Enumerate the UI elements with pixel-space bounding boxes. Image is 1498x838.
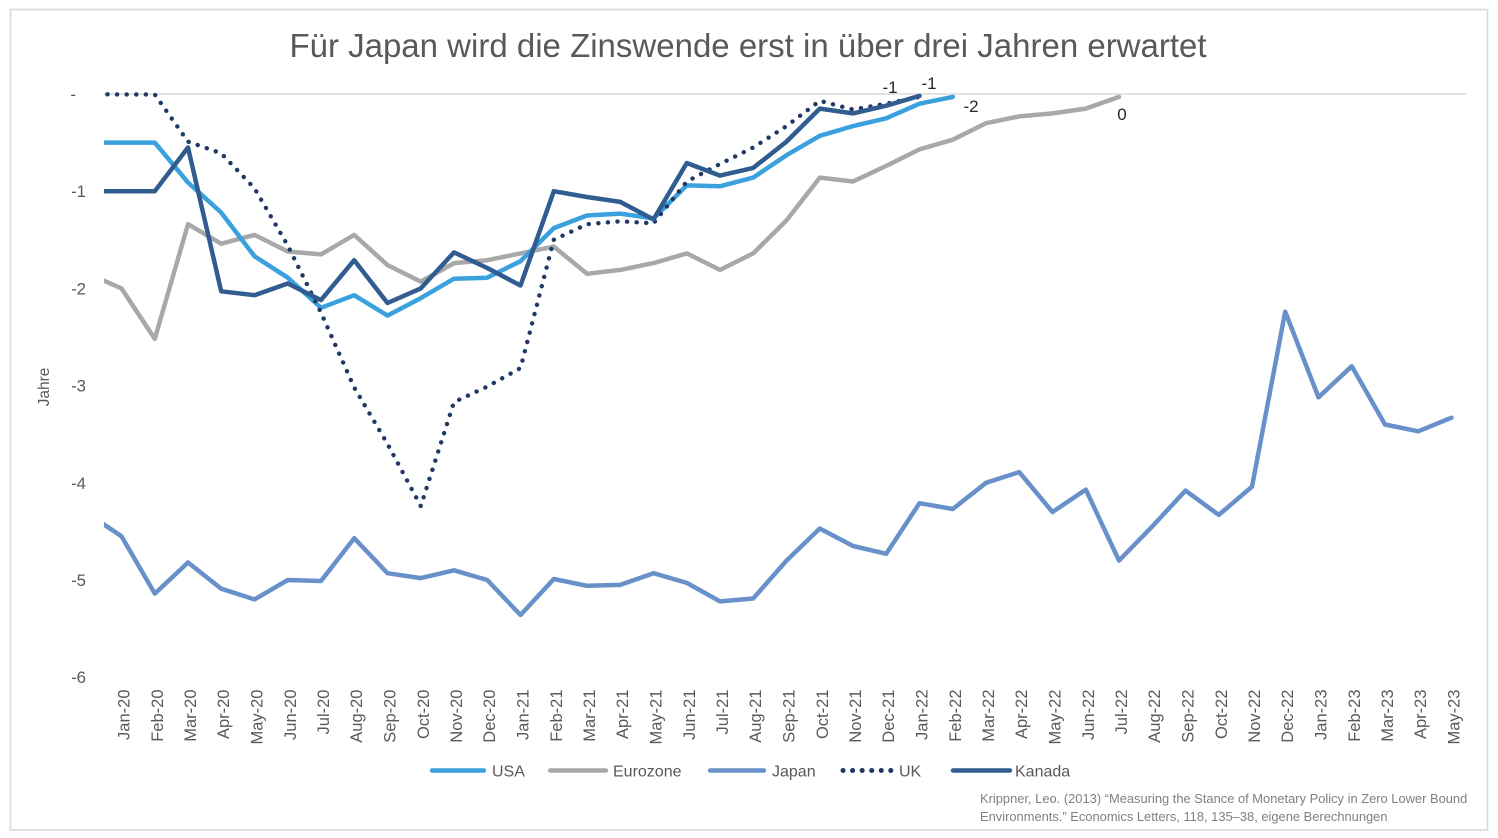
svg-text:Jahre: Jahre [36,368,53,407]
svg-text:Dec-22: Dec-22 [1279,690,1297,743]
svg-text:Apr-21: Apr-21 [614,690,632,740]
svg-text:Nov-20: Nov-20 [448,690,466,743]
svg-text:Oct-21: Oct-21 [814,690,832,740]
svg-text:Feb-21: Feb-21 [548,690,566,742]
svg-text:-3: -3 [71,377,86,396]
svg-text:Jan-21: Jan-21 [515,690,533,740]
svg-text:Feb-22: Feb-22 [947,690,965,742]
svg-text:Jun-22: Jun-22 [1080,690,1098,740]
svg-text:Aug-22: Aug-22 [1146,690,1164,743]
svg-text:-4: -4 [71,474,86,493]
svg-text:Nov-22: Nov-22 [1246,690,1264,743]
svg-text:Jul-22: Jul-22 [1113,690,1131,735]
svg-text:Apr-20: Apr-20 [215,690,233,740]
svg-text:Dec-20: Dec-20 [481,690,499,743]
svg-text:Sep-21: Sep-21 [781,690,799,743]
svg-text:Apr-23: Apr-23 [1412,690,1430,740]
svg-text:Jul-20: Jul-20 [315,690,333,735]
svg-text:-: - [70,85,76,104]
svg-text:Mar-21: Mar-21 [581,690,599,742]
svg-text:Aug-20: Aug-20 [348,690,366,743]
svg-text:-2: -2 [963,97,978,116]
svg-text:Aug-21: Aug-21 [747,690,765,743]
svg-text:Kanada: Kanada [1015,764,1070,781]
svg-text:-1: -1 [71,182,86,201]
svg-text:May-22: May-22 [1047,690,1065,745]
svg-text:Oct-20: Oct-20 [415,690,433,740]
svg-text:Krippner, Leo. (2013) “Measuri: Krippner, Leo. (2013) “Measuring the Sta… [980,791,1467,806]
svg-text:May-23: May-23 [1446,690,1464,745]
svg-text:Jun-21: Jun-21 [681,690,699,740]
svg-text:Für Japan wird die Zinswende e: Für Japan wird die Zinswende erst in übe… [289,27,1206,64]
svg-text:Environments.” Economics Lette: Environments.” Economics Letters, 118, 1… [980,809,1388,824]
svg-text:Oct-22: Oct-22 [1213,690,1231,740]
svg-text:Dec-21: Dec-21 [880,690,898,743]
svg-text:Mar-22: Mar-22 [980,690,998,742]
svg-text:Japan: Japan [772,764,816,781]
svg-text:Nov-21: Nov-21 [847,690,865,743]
svg-text:USA: USA [492,764,525,781]
svg-text:Jul-21: Jul-21 [714,690,732,735]
svg-text:Mar-23: Mar-23 [1379,690,1397,742]
svg-text:Jan-22: Jan-22 [914,690,932,740]
svg-text:Jun-20: Jun-20 [282,690,300,740]
svg-text:0: 0 [1117,105,1126,124]
svg-text:Sep-22: Sep-22 [1180,690,1198,743]
svg-text:-2: -2 [71,279,86,298]
svg-text:-1: -1 [921,74,936,93]
svg-text:-1: -1 [882,78,897,97]
svg-text:Mar-20: Mar-20 [182,690,200,742]
svg-text:Feb-23: Feb-23 [1346,690,1364,742]
svg-text:UK: UK [899,764,922,781]
svg-text:Jan-23: Jan-23 [1313,690,1331,740]
svg-text:Apr-22: Apr-22 [1013,690,1031,740]
svg-text:May-20: May-20 [249,690,267,745]
svg-text:Feb-20: Feb-20 [149,690,167,742]
svg-text:Jan-20: Jan-20 [116,690,134,740]
svg-text:Eurozone: Eurozone [613,764,682,781]
svg-text:-5: -5 [71,571,86,590]
svg-text:May-21: May-21 [648,690,666,745]
svg-text:Sep-20: Sep-20 [382,690,400,743]
svg-text:-6: -6 [71,668,86,687]
